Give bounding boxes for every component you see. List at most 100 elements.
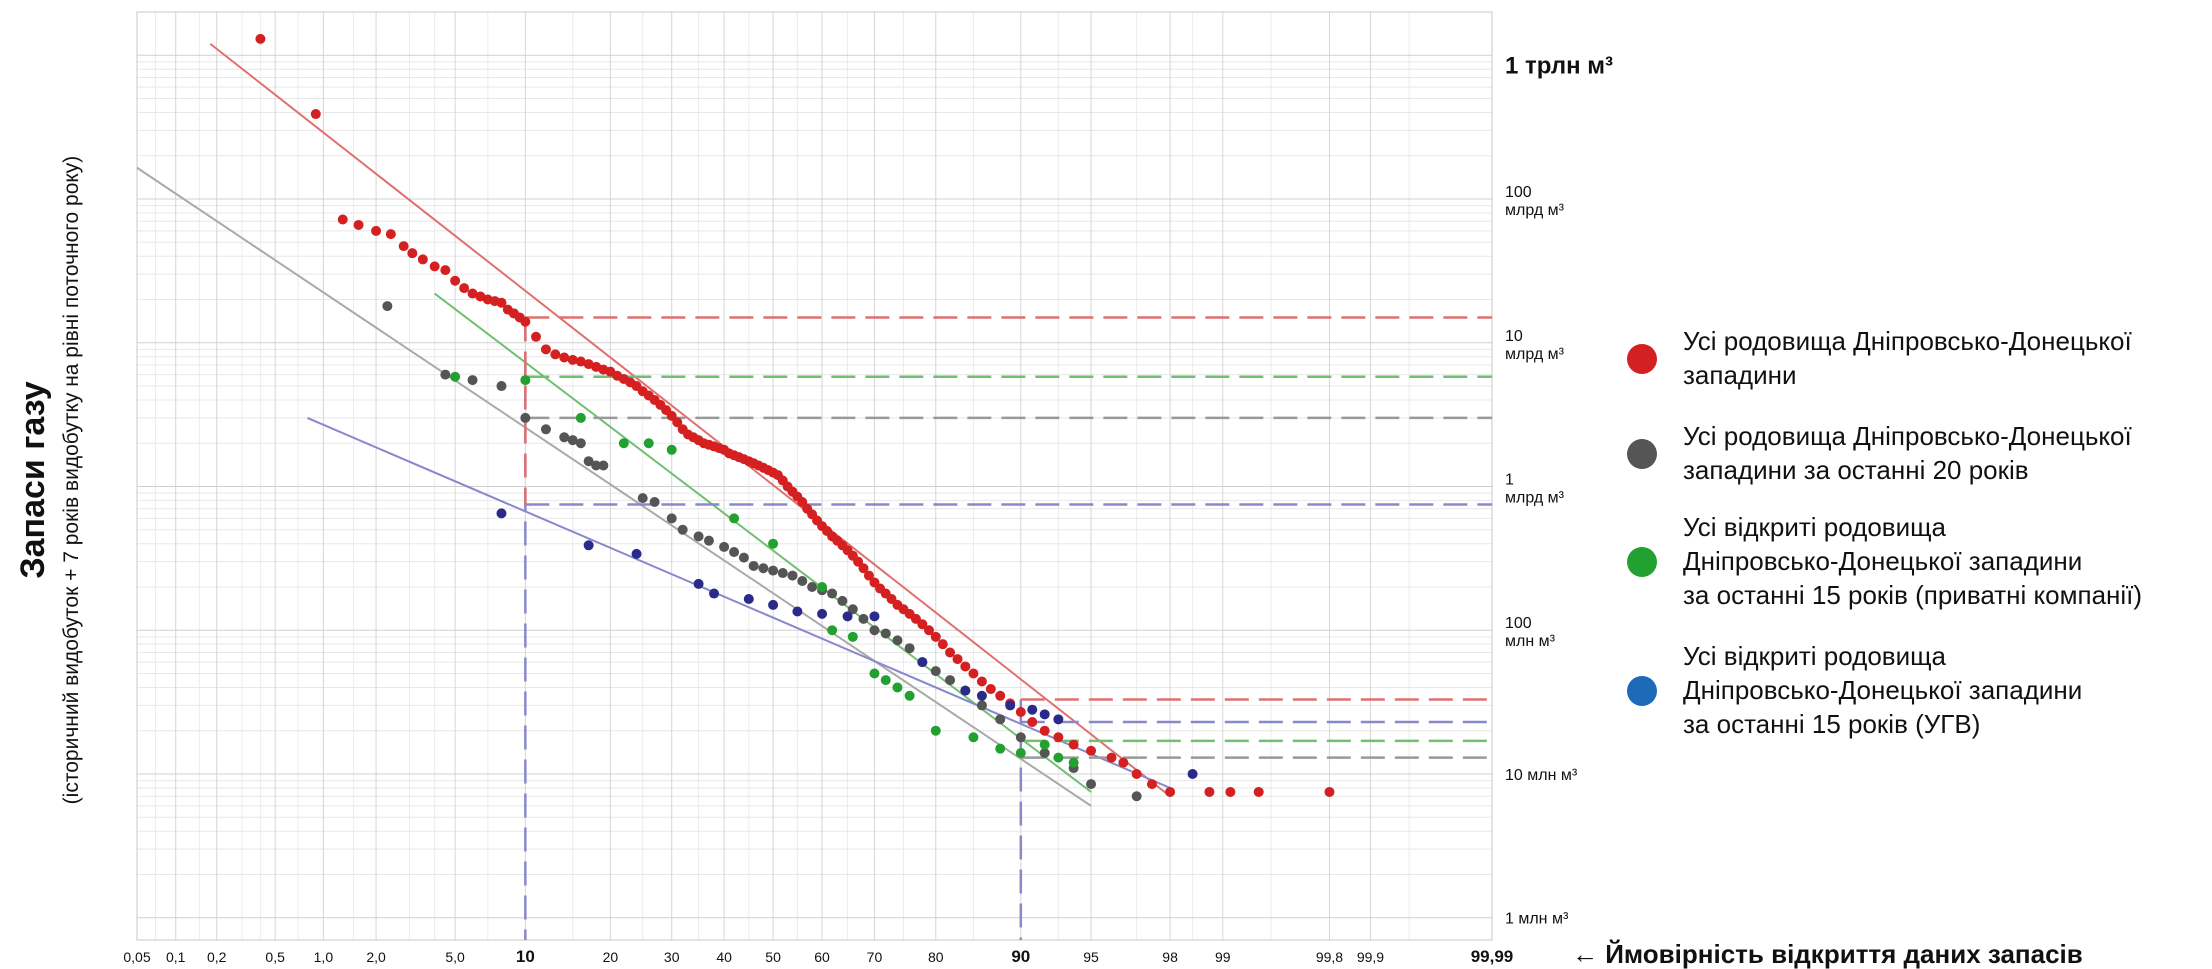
data-point xyxy=(407,248,418,259)
data-point xyxy=(567,435,578,446)
y-tick-label: 1 млн м³ xyxy=(1505,911,1569,928)
data-point xyxy=(450,371,461,382)
data-point xyxy=(1146,779,1157,790)
x-tick-label: 0,5 xyxy=(265,949,285,965)
data-point xyxy=(385,229,396,240)
data-point xyxy=(1039,747,1050,758)
data-point xyxy=(591,460,602,471)
data-point xyxy=(693,531,704,542)
data-point xyxy=(1053,732,1064,743)
data-point xyxy=(892,635,903,646)
data-point xyxy=(904,643,915,654)
data-point xyxy=(930,725,941,736)
data-point xyxy=(1324,786,1335,797)
trend-line xyxy=(307,417,1171,789)
data-point xyxy=(649,497,660,508)
data-point xyxy=(440,265,451,276)
data-point xyxy=(1015,732,1026,743)
data-point xyxy=(738,552,749,563)
data-point xyxy=(550,349,561,360)
data-point xyxy=(817,608,828,619)
data-point xyxy=(858,613,869,624)
data-point xyxy=(930,666,941,677)
x-tick-label: 20 xyxy=(603,949,619,965)
x-axis-title: ← Ймовірність відкриття даних запасів xyxy=(1572,939,2083,969)
data-point xyxy=(371,225,382,236)
legend-marker xyxy=(1627,676,1657,706)
legend-marker xyxy=(1627,547,1657,577)
y-tick-label: 100 млн м³ xyxy=(1505,615,1556,650)
data-point xyxy=(1106,752,1117,763)
data-point xyxy=(598,460,609,471)
x-tick-label: 30 xyxy=(664,949,680,965)
x-tick-label: 80 xyxy=(928,949,944,965)
data-point xyxy=(995,714,1006,725)
data-point xyxy=(995,690,1006,701)
data-point xyxy=(863,570,874,581)
data-point xyxy=(960,685,971,696)
data-point xyxy=(467,375,478,386)
trend-line xyxy=(209,43,1171,798)
x-tick-label: 50 xyxy=(765,949,781,965)
data-point xyxy=(892,682,903,693)
data-point xyxy=(1015,747,1026,758)
data-point xyxy=(583,540,594,551)
x-tick-label: 1,0 xyxy=(314,949,334,965)
y-tick-label: 10 млн м³ xyxy=(1505,767,1578,784)
data-point xyxy=(817,581,828,592)
legend-label: Усі родовища Дніпровсько-Донецької запади… xyxy=(1683,326,2132,390)
x-tick-label: 99,9 xyxy=(1357,949,1384,965)
x-tick-label: 5,0 xyxy=(445,949,465,965)
data-point xyxy=(842,611,853,622)
trend-line xyxy=(434,292,1092,793)
data-point xyxy=(1053,752,1064,763)
x-tick-label: 0,2 xyxy=(207,949,227,965)
data-point xyxy=(768,599,779,610)
data-point xyxy=(768,565,779,576)
data-point xyxy=(858,563,869,574)
data-point xyxy=(583,359,594,370)
data-point xyxy=(952,654,963,665)
y-axis-subtitle: (історичний видобуток + 7 років видобутк… xyxy=(60,156,83,805)
x-tick-label: 2,0 xyxy=(366,949,386,965)
data-point xyxy=(976,676,987,687)
x-tick-label: 98 xyxy=(1162,949,1178,965)
data-point xyxy=(637,493,648,504)
x-axis-tick-labels: 0,05 0,1 0,2 0,5 1,0 2,0 5,0 10 20 30 40 50 60 70 80 90… xyxy=(123,947,1513,966)
data-point xyxy=(917,657,928,668)
data-point xyxy=(559,432,570,443)
data-points xyxy=(255,33,1335,802)
data-point xyxy=(869,611,880,622)
data-point xyxy=(748,560,759,571)
data-point xyxy=(968,668,979,679)
x-tick-label: 0,05 xyxy=(123,949,150,965)
data-point xyxy=(310,109,321,120)
x-tick-label: 40 xyxy=(716,949,732,965)
data-point xyxy=(729,513,740,524)
data-point xyxy=(1039,725,1050,736)
data-point xyxy=(709,588,720,599)
data-point xyxy=(337,214,348,225)
data-point xyxy=(496,508,507,519)
trend-lines xyxy=(136,43,1171,807)
data-point xyxy=(904,690,915,701)
data-point xyxy=(618,438,629,449)
data-point xyxy=(1015,706,1026,717)
data-point xyxy=(631,548,642,559)
data-point xyxy=(1068,757,1079,768)
x-tick-label: 60 xyxy=(814,949,830,965)
legend-label: Усі відкриті родовища Дніпровсько-Донецьк… xyxy=(1683,641,2082,739)
data-point xyxy=(677,524,688,535)
trend-line xyxy=(136,166,1092,807)
data-point xyxy=(777,568,788,579)
data-point xyxy=(880,628,891,639)
data-point xyxy=(703,535,714,546)
data-point xyxy=(1068,739,1079,750)
data-point xyxy=(575,412,586,423)
data-point xyxy=(1253,786,1264,797)
data-point xyxy=(666,513,677,524)
data-point xyxy=(450,275,461,286)
legend-label: Усі відкриті родовища Дніпровсько-Донецьк… xyxy=(1683,512,2142,610)
x-tick-label: 95 xyxy=(1083,949,1099,965)
